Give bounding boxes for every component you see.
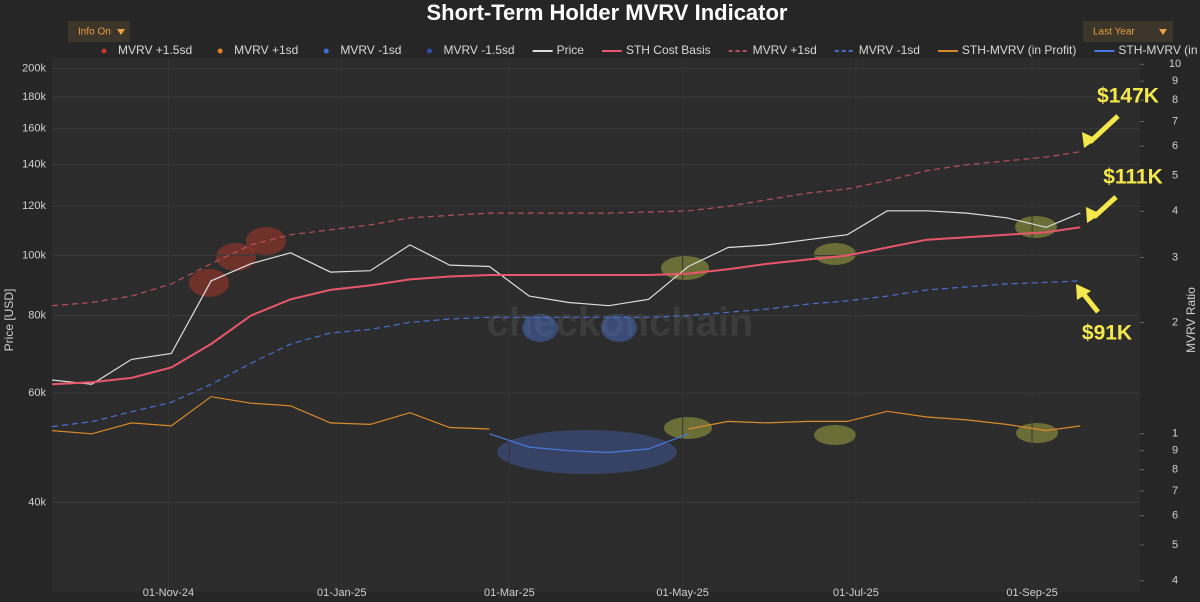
x-tick-label: 01-Sep-25 [1006,587,1057,599]
series-line [51,210,1081,385]
legend-label: MVRV -1sd [340,43,401,57]
y-tick-label: 140k [22,159,46,171]
legend-label: STH Cost Basis [626,43,711,57]
y2-axis-title: MVRV Ratio [1184,287,1198,353]
y-tick-label: 60k [28,387,46,399]
y2-tick-label: 4 [1172,575,1178,587]
highlight [814,425,856,445]
y-tick-label: 200k [22,62,46,74]
series-line [51,151,1081,307]
series-line [489,433,689,454]
highlight [522,314,558,342]
button-label: Info On [78,27,111,38]
legend-label: MVRV -1sd [859,43,920,57]
legend-label: MVRV -1.5sd [443,43,514,57]
arrow-head [1082,132,1097,148]
y-tick-label: 40k [28,496,46,508]
y-tick-label: 180k [22,91,46,103]
y2-tick-label: 10 [1169,58,1181,70]
plot-area [52,58,1140,592]
y-tick-label: 120k [22,200,46,212]
y2-tick-label: 9 [1172,445,1178,457]
series-layer: 40k 60k 80k 100k 120k 140k 160k 180k 200k 4 5 6 7 8 9 1… [22,43,1200,599]
highlight [216,243,256,271]
legend-label: STH-MVRV (in Loss) [1118,43,1200,57]
y2-tick-label: 3 [1172,251,1178,263]
highlights [189,216,1058,474]
highlight [246,227,286,255]
y-tick-label: 160k [22,123,46,135]
annotations: $147K $111K $91K [1076,85,1163,345]
y2-tick-label: 7 [1172,115,1178,127]
x-tick-label: 01-May-25 [656,587,709,599]
series-line [51,396,1081,435]
y-tick-label: 80k [28,310,46,322]
x-tick-label: 01-Jul-25 [833,587,879,599]
highlight [601,314,637,342]
legend-label: MVRV +1sd [753,43,817,57]
y2-tick-label: 5 [1172,539,1178,551]
info-button[interactable]: Info On [68,21,130,42]
annotation: $91K [1082,322,1132,345]
y2-tick-label: 5 [1172,169,1178,181]
legend-label: MVRV +1.5sd [118,43,192,57]
legend-label: MVRV +1sd [234,43,298,57]
dropdown-arrow [117,29,125,35]
legend-marker [426,48,432,54]
arrow-head [1076,284,1091,300]
highlight [664,417,712,439]
series-line [51,280,1081,428]
chart-title: Short-Term Holder MVRV Indicator [426,0,787,25]
y2-tick-label: 6 [1172,510,1178,522]
y-axis-title: Price [USD] [2,289,16,352]
y2-tick-label: 8 [1172,463,1178,475]
x-tick-label: 01-Mar-25 [484,587,535,599]
y2-tick-label: 8 [1172,94,1178,106]
range-button[interactable]: Last Year [1083,21,1173,42]
legend-marker [323,48,329,54]
button-bg [1083,21,1173,42]
highlight [1016,423,1058,443]
button-label: Last Year [1093,27,1135,38]
annotation: $111K [1103,166,1163,189]
highlight [814,243,856,265]
watermark: checkonchain [487,301,754,345]
y2-tick-label: 2 [1172,316,1178,328]
arrow [1088,114,1120,144]
legend-label: STH-MVRV (in Profit) [962,43,1076,57]
arrow [1080,290,1100,314]
legend-label: Price [557,43,585,57]
y-tick-label: 100k [22,249,46,261]
x-tick-label: 01-Jan-25 [317,587,367,599]
legend-marker [217,48,223,54]
highlight [189,269,229,297]
x-tick-label: 01-Nov-24 [143,587,194,599]
y2-tick-label: 9 [1172,75,1178,87]
button-bg [68,21,130,42]
y2-tick-label: 6 [1172,140,1178,152]
arrow-head [1086,207,1101,223]
y2-tick-label: 7 [1172,485,1178,497]
legend-marker [101,48,107,54]
series-line [51,226,1081,386]
dropdown-arrow [1159,29,1167,35]
annotation: $147K [1097,85,1159,108]
y2-tick-label: 4 [1172,205,1178,217]
y2-tick-label: 1 [1172,428,1178,440]
